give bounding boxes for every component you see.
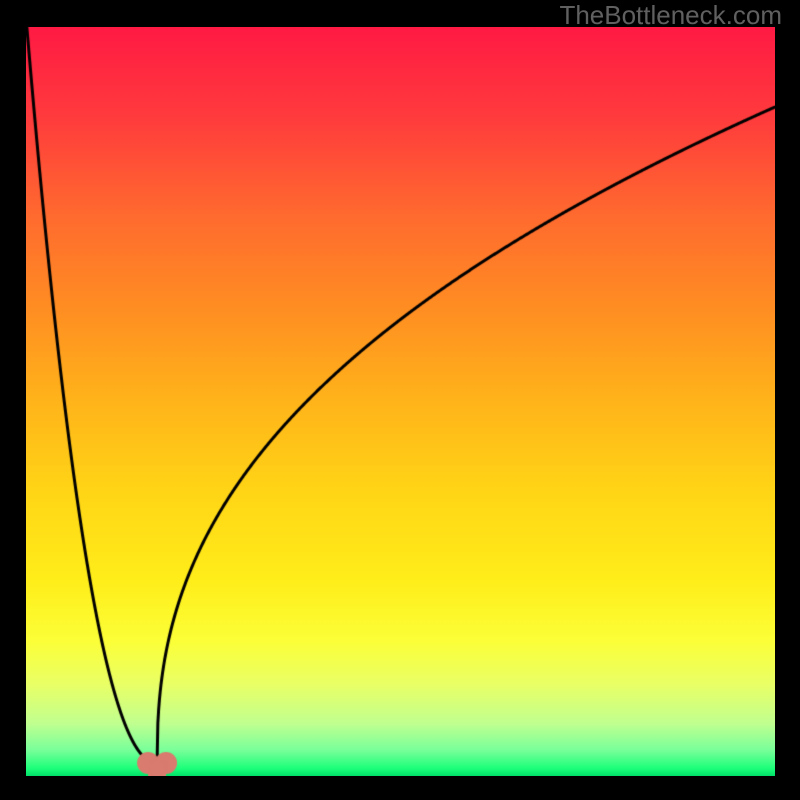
bottleneck-curve xyxy=(26,27,775,776)
watermark-text: TheBottleneck.com xyxy=(559,0,782,31)
chart-stage: TheBottleneck.com xyxy=(0,0,800,800)
plot-area xyxy=(26,27,775,776)
